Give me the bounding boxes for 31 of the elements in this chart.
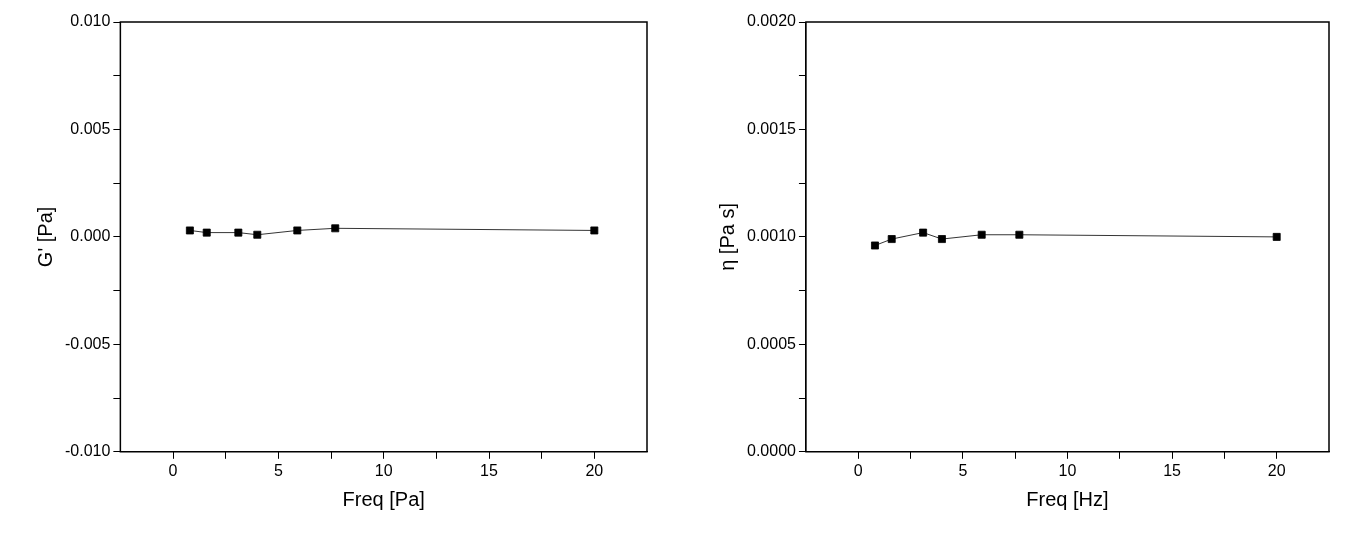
x-tick-label: 15 — [480, 461, 499, 479]
x-tick-label: 5 — [273, 461, 283, 479]
y-axis-title: η [Pa s] — [715, 202, 738, 271]
x-tick-label: 10 — [374, 461, 393, 479]
point — [1272, 232, 1281, 241]
y-tick-label: 0.0000 — [747, 442, 797, 460]
y-tick-label: 0.005 — [70, 119, 111, 137]
point — [1015, 230, 1024, 239]
x-axis-title: Freq [Hz] — [1026, 487, 1109, 510]
y-tick-label: 0.0005 — [747, 334, 797, 352]
y-tick-label: -0.005 — [64, 334, 111, 352]
point — [977, 230, 986, 239]
point — [871, 241, 879, 250]
y-axis-title: G' [Pa] — [33, 206, 56, 268]
y-tick-label: 0.0010 — [747, 227, 797, 245]
y-tick-label: 0.000 — [70, 227, 111, 245]
x-tick-label: 20 — [585, 461, 604, 479]
y-tick-label: 0.010 — [70, 12, 111, 30]
y-tick-label: 0.0020 — [747, 12, 797, 30]
x-axis-title: Freq [Pa] — [342, 487, 425, 510]
point — [938, 235, 946, 243]
x-tick-label: 15 — [1163, 461, 1182, 479]
y-tick-label: 0.0015 — [747, 119, 797, 137]
x-tick-label: 0 — [853, 461, 863, 479]
x-tick-label: 5 — [958, 461, 968, 479]
x-tick-label: 0 — [168, 461, 178, 479]
y-tick-label: -0.010 — [64, 442, 111, 460]
x-tick-label: 20 — [1267, 461, 1286, 479]
point — [887, 235, 896, 243]
x-tick-label: 10 — [1058, 461, 1077, 479]
point — [919, 228, 928, 237]
